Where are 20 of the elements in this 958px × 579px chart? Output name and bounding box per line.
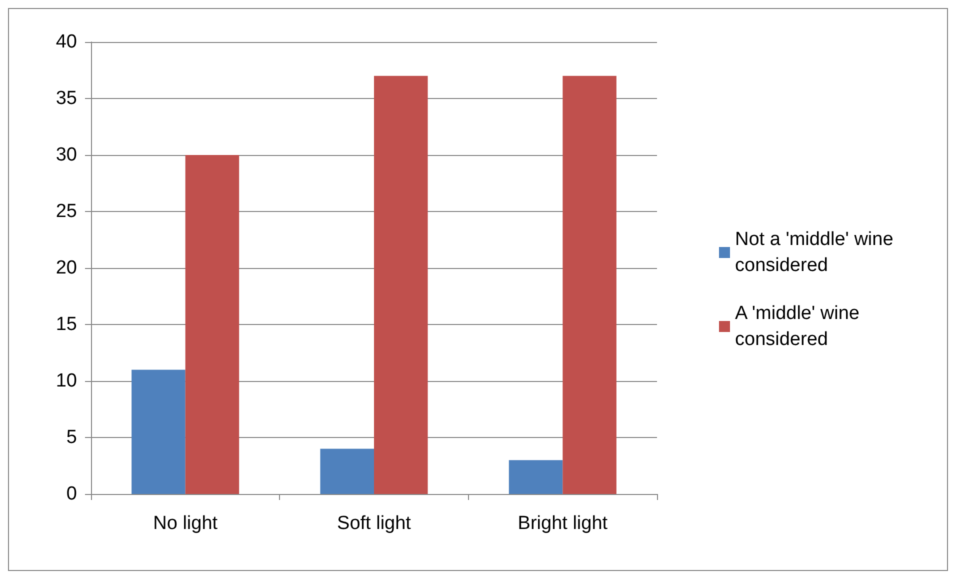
y-tick-label: 35	[56, 88, 77, 109]
y-tick-label: 20	[56, 258, 77, 278]
legend-label: A 'middle' wine considered	[735, 303, 865, 350]
bar	[508, 460, 563, 494]
bar	[562, 76, 616, 494]
legend-label: Not a 'middle' wine considered	[735, 229, 899, 276]
y-tick-label: 30	[56, 144, 77, 166]
bar	[132, 370, 186, 494]
y-tick-label: 5	[66, 427, 77, 448]
bar	[185, 155, 240, 494]
y-tick-label: 15	[56, 314, 77, 335]
y-tick-label: 0	[66, 484, 77, 504]
bar	[374, 76, 428, 494]
y-tick-label: 25	[56, 201, 77, 222]
y-tick-label: 10	[56, 370, 77, 392]
bar	[320, 448, 374, 494]
x-tick-label: Bright light	[518, 513, 608, 534]
y-tick-label: 40	[56, 32, 77, 52]
x-tick-label: No light	[153, 513, 218, 534]
x-tick-label: Soft light	[337, 513, 412, 534]
